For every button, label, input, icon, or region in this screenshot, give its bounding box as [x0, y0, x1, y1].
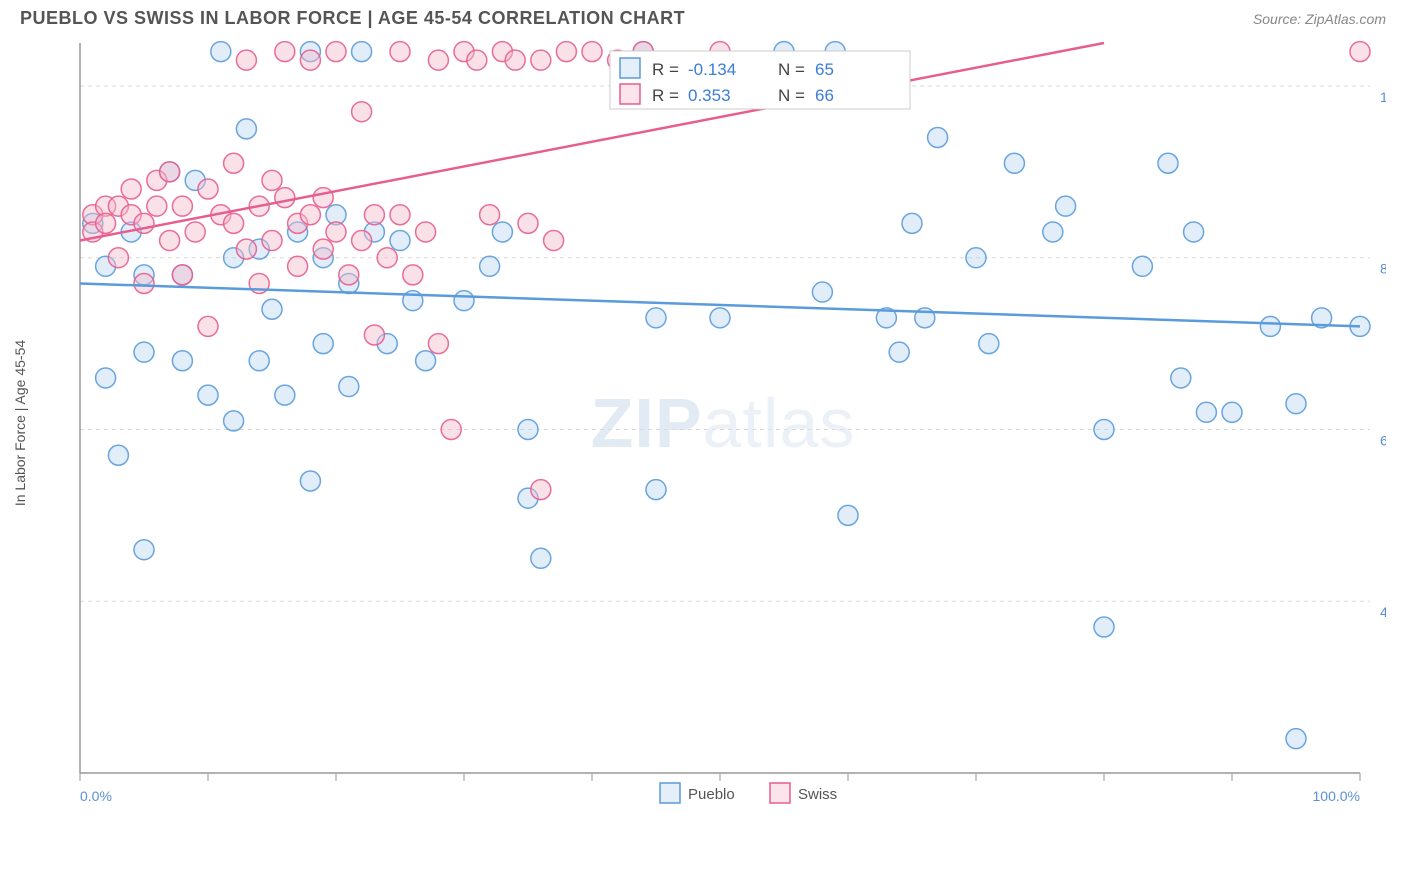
svg-text:Pueblo: Pueblo	[688, 786, 735, 803]
svg-text:100.0%: 100.0%	[1380, 89, 1386, 105]
y-axis-label: In Labor Force | Age 45-54	[12, 340, 28, 506]
svg-text:66: 66	[815, 86, 834, 105]
svg-text:40.0%: 40.0%	[1380, 604, 1386, 620]
svg-text:Swiss: Swiss	[798, 786, 837, 803]
svg-text:R =: R =	[652, 60, 679, 79]
svg-text:0.0%: 0.0%	[80, 788, 112, 804]
svg-text:60.0%: 60.0%	[1380, 432, 1386, 448]
scatter-chart: 40.0% 60.0% 80.0% 100.0% 0.0% 100.0% R = -0.134…	[60, 33, 1386, 813]
svg-text:65: 65	[815, 60, 834, 79]
svg-text:N =: N =	[778, 86, 805, 105]
chart-title: PUEBLO VS SWISS IN LABOR FORCE | AGE 45-…	[20, 8, 685, 29]
svg-text:N =: N =	[778, 60, 805, 79]
plot-area: In Labor Force | Age 45-54 ZIPatlas 40.0…	[60, 33, 1386, 813]
source-label: Source: ZipAtlas.com	[1253, 11, 1386, 27]
svg-text:R =: R =	[652, 86, 679, 105]
svg-text:100.0%: 100.0%	[1313, 788, 1360, 804]
svg-text:80.0%: 80.0%	[1380, 261, 1386, 277]
svg-text:-0.134: -0.134	[688, 60, 736, 79]
svg-text:0.353: 0.353	[688, 86, 731, 105]
